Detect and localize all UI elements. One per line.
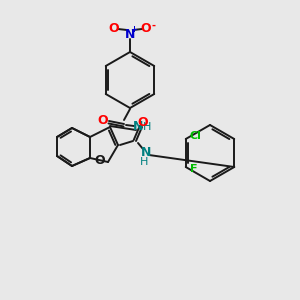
Text: Cl: Cl [190, 131, 202, 141]
Text: O: O [98, 115, 108, 128]
Text: -: - [146, 122, 148, 130]
Text: O: O [138, 116, 148, 128]
Text: N: N [141, 146, 151, 160]
Text: H: H [140, 157, 148, 167]
Text: N: N [125, 28, 135, 40]
Text: -: - [151, 21, 155, 31]
Text: +: + [130, 25, 137, 34]
Text: F: F [190, 164, 197, 174]
Text: H: H [143, 122, 151, 132]
Text: O: O [141, 22, 151, 35]
Text: N: N [133, 121, 143, 134]
Text: O: O [109, 22, 119, 35]
Text: O: O [95, 154, 105, 167]
